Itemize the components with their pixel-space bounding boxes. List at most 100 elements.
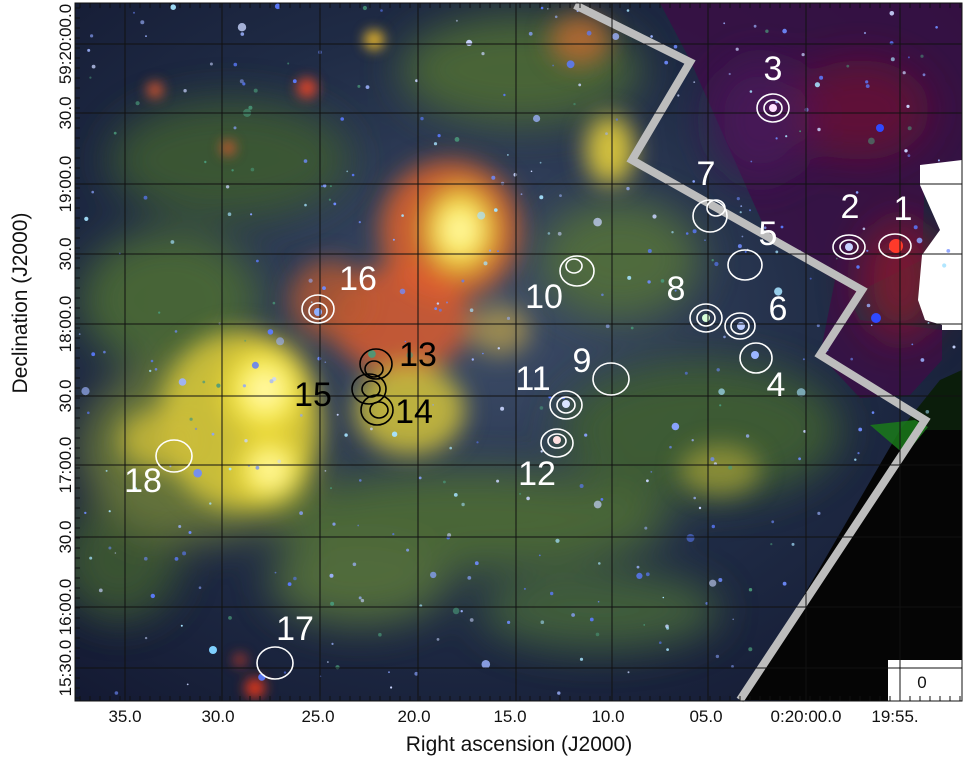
star: [718, 388, 725, 396]
star: [233, 126, 237, 130]
star: [78, 333, 81, 335]
star: [540, 620, 545, 624]
star: [942, 263, 947, 268]
y-tick-labels: 59:20:00.0 30.0 19:00.0 30.0 18:00.0 30.…: [56, 4, 75, 697]
star: [216, 383, 221, 388]
source-ring: [839, 239, 859, 255]
coordinate-grid: [75, 3, 962, 701]
star: [144, 636, 148, 640]
star: [796, 388, 806, 397]
x-tick-label: 35.0: [108, 707, 141, 726]
star: [555, 538, 560, 543]
star: [84, 511, 87, 515]
no-data-area: [918, 160, 962, 330]
star: [251, 361, 259, 369]
star: [692, 229, 697, 234]
star: [503, 93, 506, 97]
star: [248, 105, 253, 110]
star: [231, 169, 234, 172]
star: [287, 62, 290, 65]
star: [775, 137, 778, 140]
source-ring: [547, 433, 567, 449]
star: [716, 368, 720, 372]
source-ring: [706, 199, 726, 217]
star: [540, 450, 543, 453]
star: [406, 548, 410, 552]
star: [749, 90, 753, 93]
star: [91, 190, 94, 194]
star: [327, 661, 329, 663]
star: [481, 52, 485, 56]
star: [447, 533, 452, 538]
star: [244, 339, 247, 342]
star: [438, 308, 442, 312]
star: [432, 404, 434, 406]
source-ring: [763, 99, 783, 117]
star: [704, 239, 706, 241]
star-field: [78, 3, 956, 695]
star: [240, 32, 245, 36]
star: [644, 526, 648, 530]
star: [691, 439, 694, 442]
star: [150, 593, 155, 599]
source-ring: [756, 93, 790, 123]
star: [710, 457, 715, 462]
star: [605, 324, 610, 329]
source-marker-15: 15: [294, 373, 387, 414]
star: [748, 647, 753, 652]
star: [274, 571, 277, 574]
source-ring: [565, 258, 583, 274]
source-ring: [308, 302, 328, 320]
star: [242, 82, 246, 86]
star: [174, 557, 179, 561]
star: [673, 44, 678, 49]
star: [461, 502, 465, 507]
star: [763, 226, 767, 229]
star: [330, 487, 332, 490]
bright-star: [845, 243, 853, 251]
star: [770, 543, 773, 546]
star: [801, 53, 805, 57]
star: [140, 20, 145, 25]
star: [850, 357, 853, 361]
star: [227, 212, 232, 216]
star: [643, 624, 645, 626]
star: [178, 525, 182, 528]
star: [406, 351, 413, 359]
star: [626, 9, 630, 12]
star: [250, 213, 253, 216]
star: [323, 184, 327, 188]
source-ring: [592, 362, 630, 396]
star: [283, 671, 287, 674]
star: [461, 279, 465, 283]
star: [890, 57, 895, 62]
source-marker-7: 7: [692, 155, 728, 233]
star: [566, 60, 575, 69]
star: [646, 479, 649, 483]
star: [378, 632, 382, 637]
star: [189, 417, 193, 421]
bright-star: [702, 314, 710, 322]
star: [693, 496, 696, 500]
star: [952, 345, 956, 349]
star: [414, 671, 419, 676]
star: [186, 683, 189, 686]
star: [144, 556, 148, 561]
star: [357, 524, 360, 527]
star: [340, 117, 345, 121]
star: [390, 686, 393, 689]
star: [253, 88, 258, 93]
star: [324, 470, 327, 472]
source-marker-6: 6: [724, 290, 787, 340]
star: [169, 465, 172, 468]
star: [322, 286, 326, 290]
star: [250, 167, 255, 172]
y-tick-label: 19:00.0: [56, 156, 75, 213]
star: [404, 340, 407, 343]
star: [741, 235, 744, 238]
source-ring: [878, 233, 912, 259]
star: [547, 8, 549, 10]
source-ring: [540, 428, 574, 458]
star: [87, 411, 90, 415]
star: [817, 511, 821, 515]
